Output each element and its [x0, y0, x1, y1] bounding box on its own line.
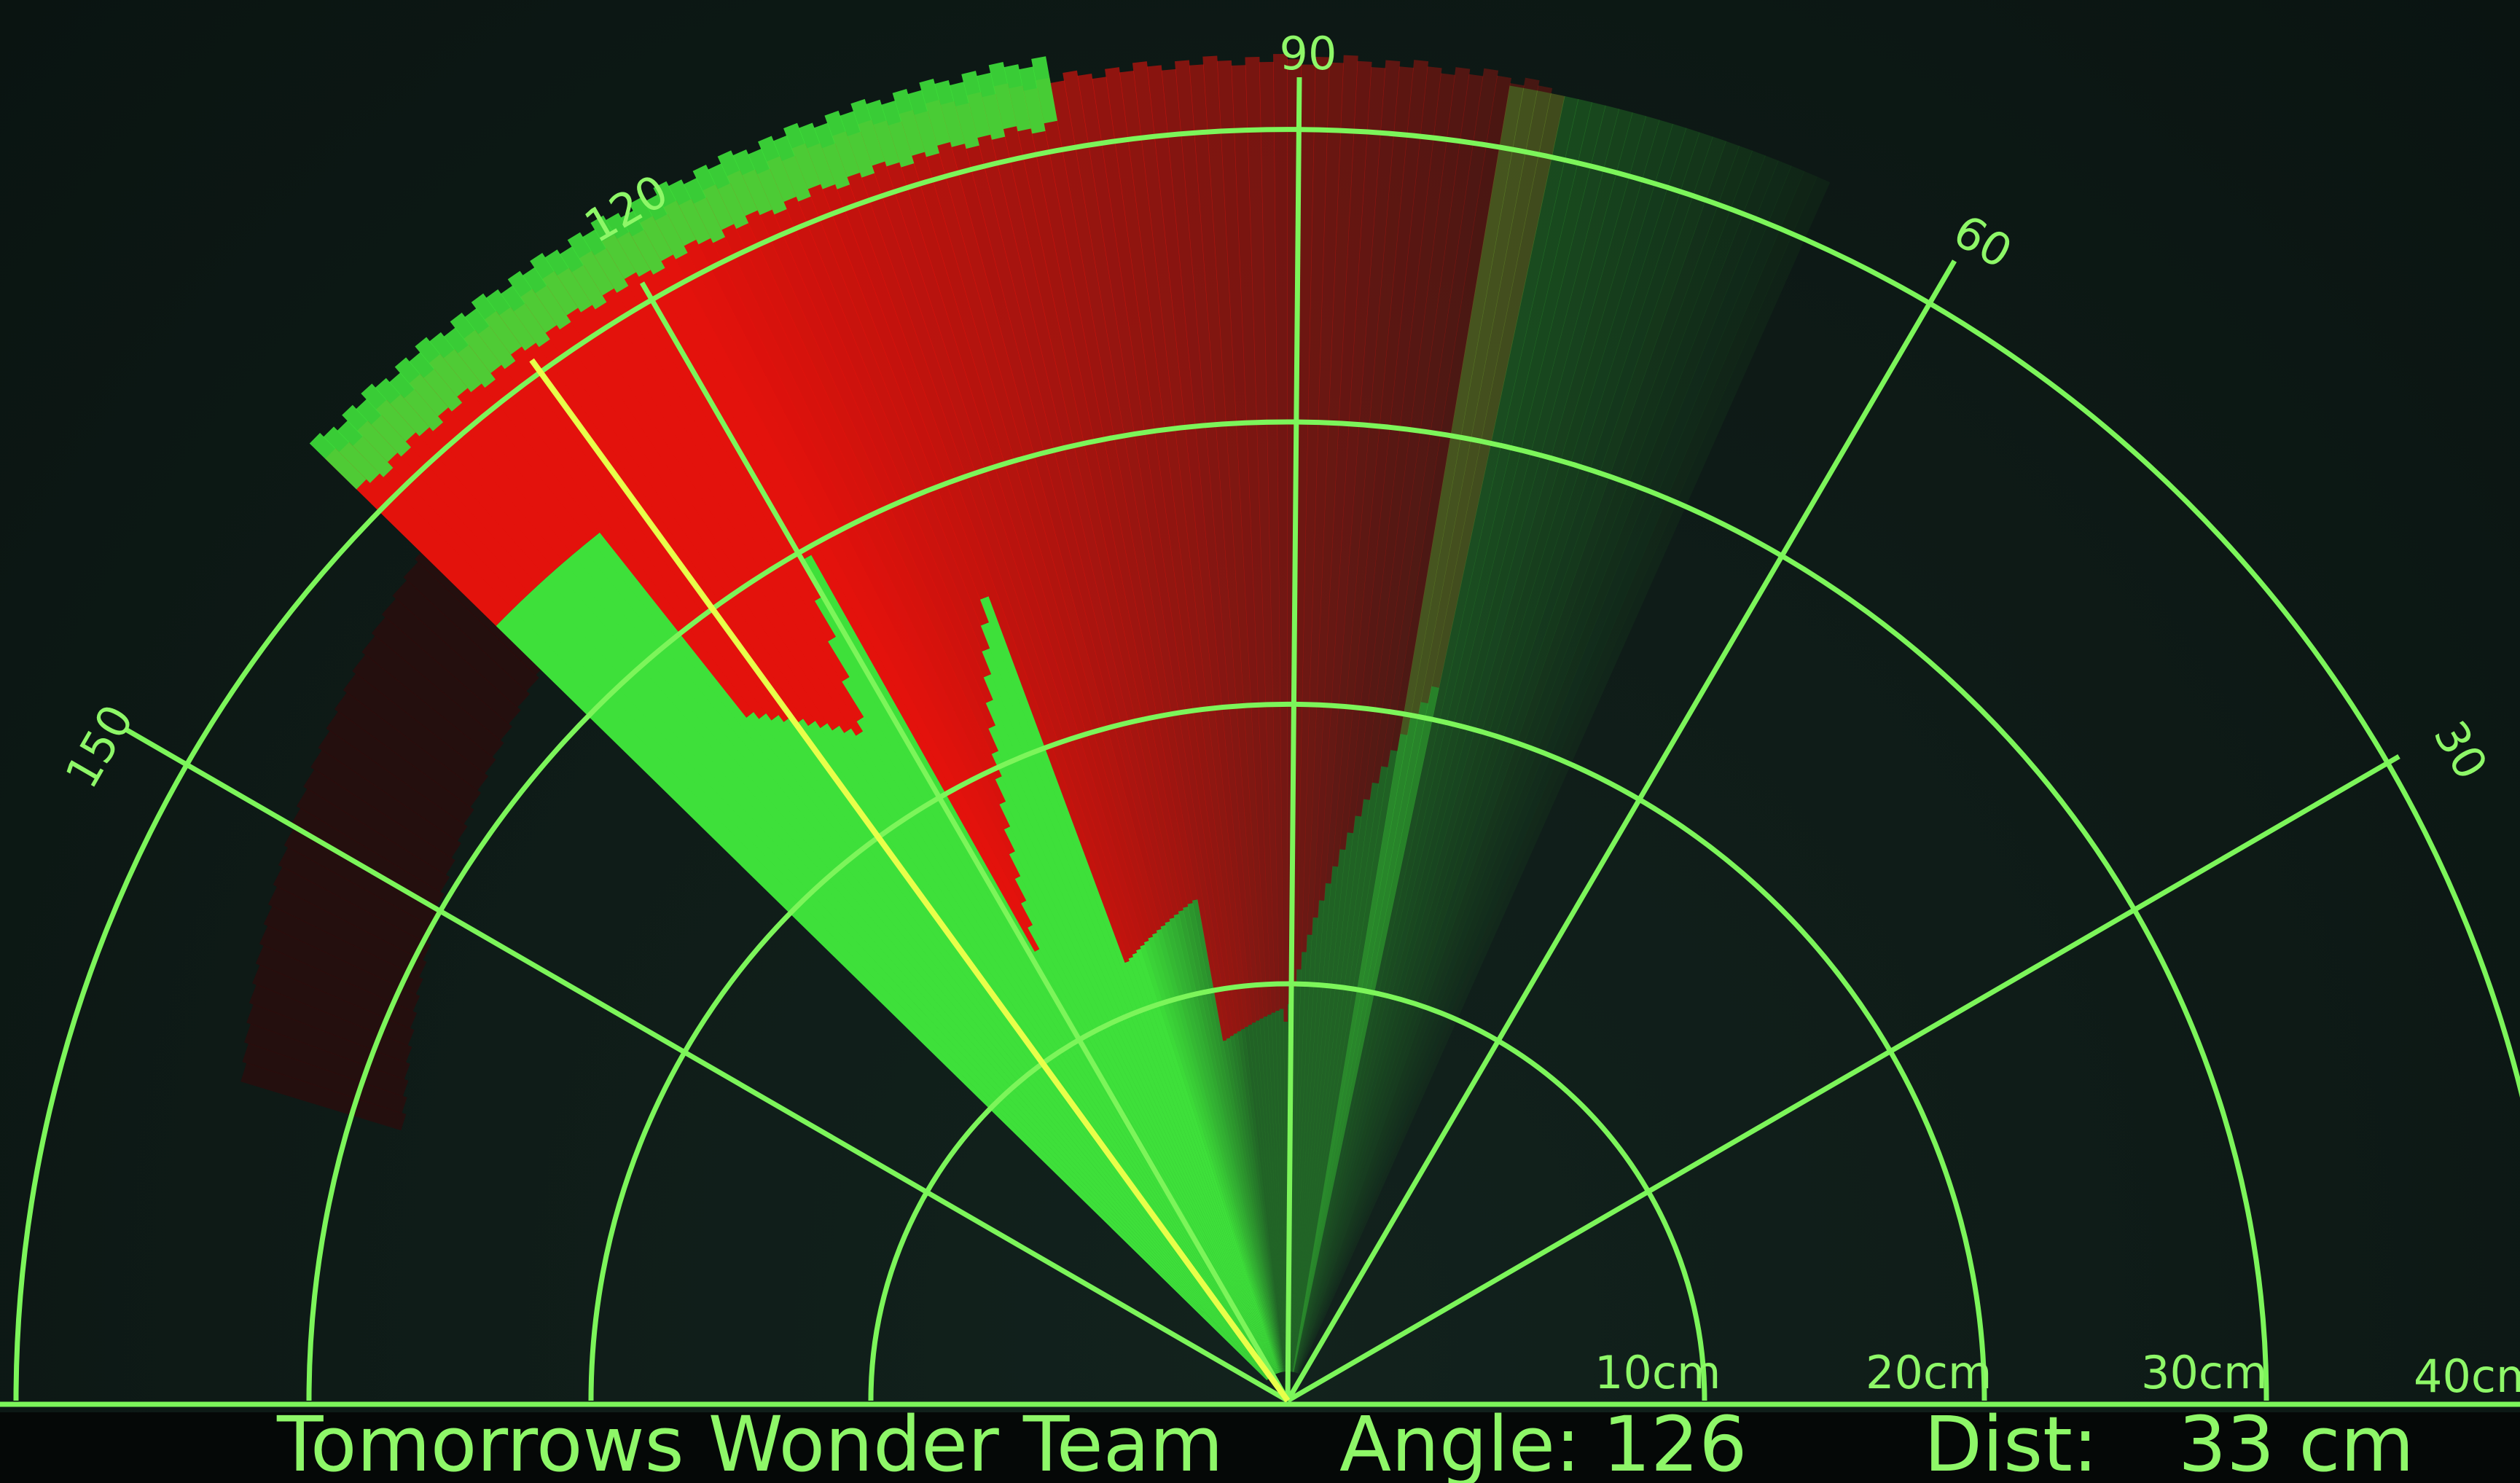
distance-readout: Dist: 33 cm	[1924, 1401, 2414, 1483]
spoke-90	[1285, 77, 1302, 1401]
spoke-60	[1285, 259, 1957, 1402]
angle-spokes	[0, 77, 2520, 1407]
angle-readout-value: 126	[1603, 1400, 1748, 1483]
spoke-30	[1286, 754, 2400, 1404]
range-ring-20cm	[588, 701, 1987, 1401]
sweep-history	[309, 54, 1565, 1381]
team-name: Tomorrows Wonder Team	[277, 1400, 1224, 1483]
range-ring-40cm	[13, 126, 2520, 1401]
range-label-30cm: 30cm	[2141, 1346, 2267, 1399]
sweep-trail	[1292, 85, 1831, 1374]
distance-readout-value: 33 cm	[2177, 1400, 2414, 1483]
angle-readout: Angle: 126	[1339, 1401, 1748, 1483]
status-bar	[0, 1412, 2520, 1483]
spoke-120	[639, 281, 1291, 1402]
range-rings	[13, 126, 2520, 1401]
range-ring-30cm	[306, 419, 2269, 1401]
current-beam	[529, 358, 1291, 1403]
angle-label-30: 30	[2423, 712, 2498, 789]
angle-label-60: 60	[1944, 204, 2021, 279]
range-label-10cm: 10cm	[1594, 1346, 1721, 1399]
distance-readout-label: Dist:	[1924, 1400, 2098, 1483]
angle-label-90: 90	[1280, 27, 1337, 80]
range-label-40cm: 40cm	[2414, 1350, 2520, 1403]
spoke-150	[123, 726, 1289, 1404]
angle-readout-label: Angle:	[1339, 1400, 1581, 1483]
range-ring-10cm	[868, 981, 1707, 1401]
angle-label-150: 150	[55, 696, 144, 797]
range-label-20cm: 20cm	[1866, 1346, 1992, 1399]
